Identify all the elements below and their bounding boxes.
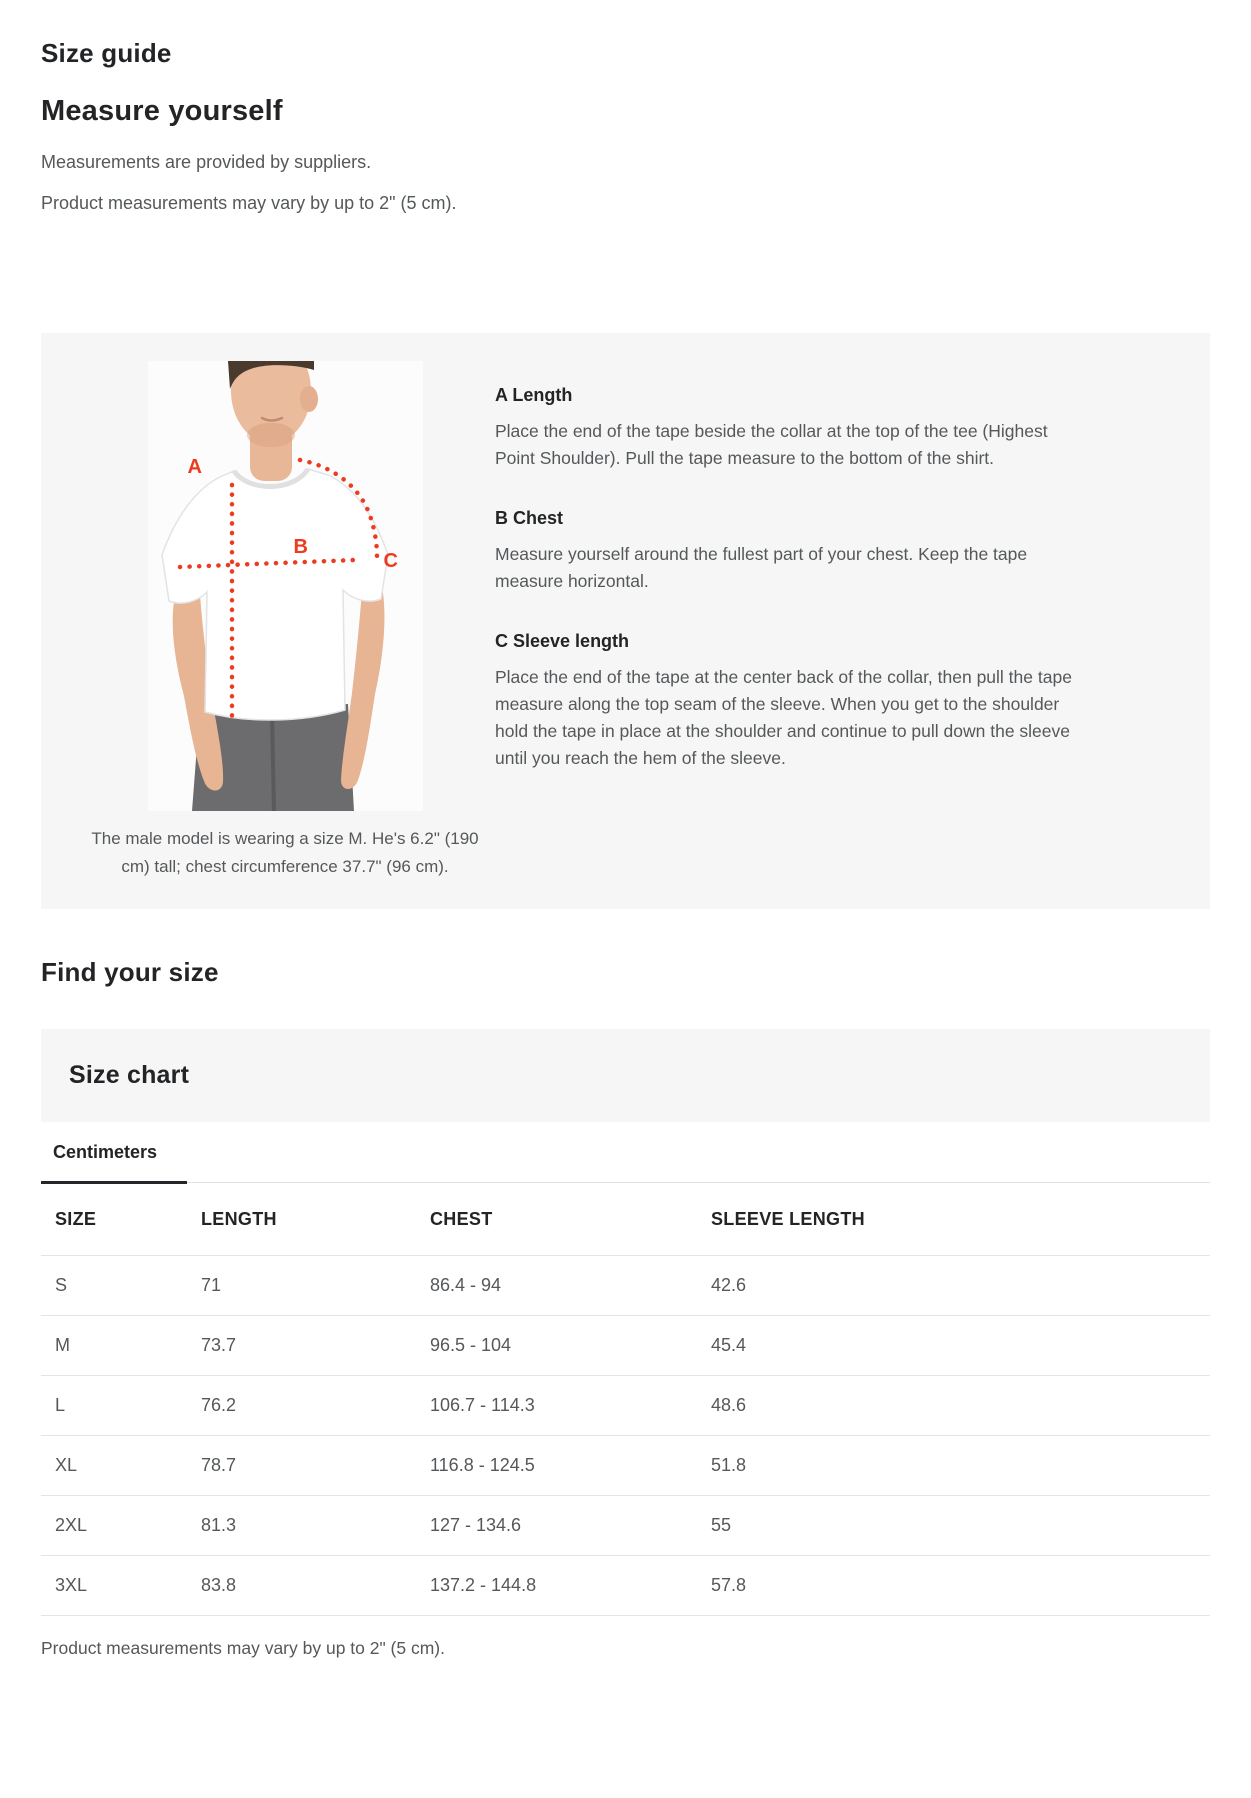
column-header-chest: CHEST	[430, 1209, 493, 1229]
model-photo: A B C	[147, 361, 423, 811]
section-sleeve-title: C Sleeve length	[495, 631, 630, 651]
section-chest-body: Measure yourself around the fullest part…	[495, 544, 1028, 591]
table-row: L 76.2 106.7 - 114.3 48.6	[41, 1376, 1210, 1436]
measurement-variance-note: Product measurements may vary by up to 2…	[41, 1638, 445, 1658]
marker-b-label: B	[293, 536, 308, 558]
section-length-body: Place the end of the tape beside the col…	[495, 421, 1048, 468]
cell-chest: 127 - 134.6	[430, 1515, 522, 1535]
cell-sleeve-length: 42.6	[711, 1275, 747, 1295]
section-chest: B Chest Measure yourself around the full…	[495, 508, 1154, 595]
cell-length: 78.7	[201, 1455, 237, 1475]
marker-c-label: C	[383, 550, 398, 572]
cell-chest: 116.8 - 124.5	[430, 1455, 535, 1475]
cell-chest: 86.4 - 94	[430, 1275, 502, 1295]
cell-length: 81.3	[201, 1515, 237, 1535]
section-sleeve-body: Place the end of the tape at the center …	[495, 667, 1072, 768]
size-table: SIZE LENGTH CHEST SLEEVE LENGTH S 71 86.…	[41, 1183, 1210, 1616]
table-row: S 71 86.4 - 94 42.6	[41, 1256, 1210, 1316]
cell-size: 3XL	[55, 1575, 88, 1595]
size-chart-header-band: Size chart	[41, 1029, 1210, 1122]
table-row: M 73.7 96.5 - 104 45.4	[41, 1316, 1210, 1376]
cell-chest: 96.5 - 104	[430, 1335, 512, 1355]
size-chart-heading: Size chart	[69, 1061, 190, 1089]
cell-size: L	[55, 1395, 66, 1415]
column-header-sleeve-length: SLEEVE LENGTH	[711, 1209, 865, 1229]
cell-size: M	[55, 1335, 70, 1355]
table-row: 3XL 83.8 137.2 - 144.8 57.8	[41, 1556, 1210, 1616]
cell-size: S	[55, 1275, 68, 1295]
cell-length: 76.2	[201, 1395, 237, 1415]
cell-sleeve-length: 45.4	[711, 1335, 747, 1355]
measure-yourself-panel: A B C The male model is wearing a size M…	[41, 333, 1210, 909]
measure-instructions: A Length Place the end of the tape besid…	[495, 361, 1154, 881]
cell-length: 83.8	[201, 1575, 237, 1595]
intro-variance-note: Product measurements may vary by up to 2…	[41, 193, 457, 213]
cell-sleeve-length: 51.8	[711, 1455, 747, 1475]
section-length-title: A Length	[495, 385, 573, 405]
size-table-header: SIZE LENGTH CHEST SLEEVE LENGTH	[41, 1183, 1210, 1256]
section-chest-title: B Chest	[495, 508, 564, 528]
cell-sleeve-length: 55	[711, 1515, 732, 1535]
column-header-length: LENGTH	[201, 1209, 277, 1229]
tab-centimeters[interactable]: Centimeters	[41, 1142, 188, 1184]
model-illustration	[147, 361, 423, 811]
column-header-size: SIZE	[55, 1209, 97, 1229]
intro-suppliers-note: Measurements are provided by suppliers.	[41, 152, 372, 172]
page-title: Size guide	[41, 38, 172, 68]
model-column: A B C The male model is wearing a size M…	[75, 361, 495, 881]
find-your-size-heading: Find your size	[41, 957, 219, 987]
measure-yourself-heading: Measure yourself	[41, 95, 283, 127]
cell-length: 73.7	[201, 1335, 237, 1355]
cell-sleeve-length: 57.8	[711, 1575, 747, 1595]
cell-length: 71	[201, 1275, 222, 1295]
cell-sleeve-length: 48.6	[711, 1395, 747, 1415]
cell-size: 2XL	[55, 1515, 88, 1535]
cell-chest: 106.7 - 114.3	[430, 1395, 535, 1415]
chest-line-b	[177, 557, 356, 570]
marker-a-label: A	[187, 456, 202, 478]
table-row: XL 78.7 116.8 - 124.5 51.8	[41, 1436, 1210, 1496]
section-sleeve: C Sleeve length Place the end of the tap…	[495, 631, 1154, 772]
cell-size: XL	[55, 1455, 78, 1475]
cell-chest: 137.2 - 144.8	[430, 1575, 537, 1595]
table-row: 2XL 81.3 127 - 134.6 55	[41, 1496, 1210, 1556]
sleeve-line-c	[297, 457, 379, 560]
size-guide-page: Size guide Measure yourself Measurements…	[0, 38, 1251, 1747]
section-length: A Length Place the end of the tape besid…	[495, 385, 1154, 472]
model-caption: The male model is wearing a size M. He's…	[91, 829, 479, 876]
unit-tabs: Centimeters	[41, 1142, 1210, 1184]
